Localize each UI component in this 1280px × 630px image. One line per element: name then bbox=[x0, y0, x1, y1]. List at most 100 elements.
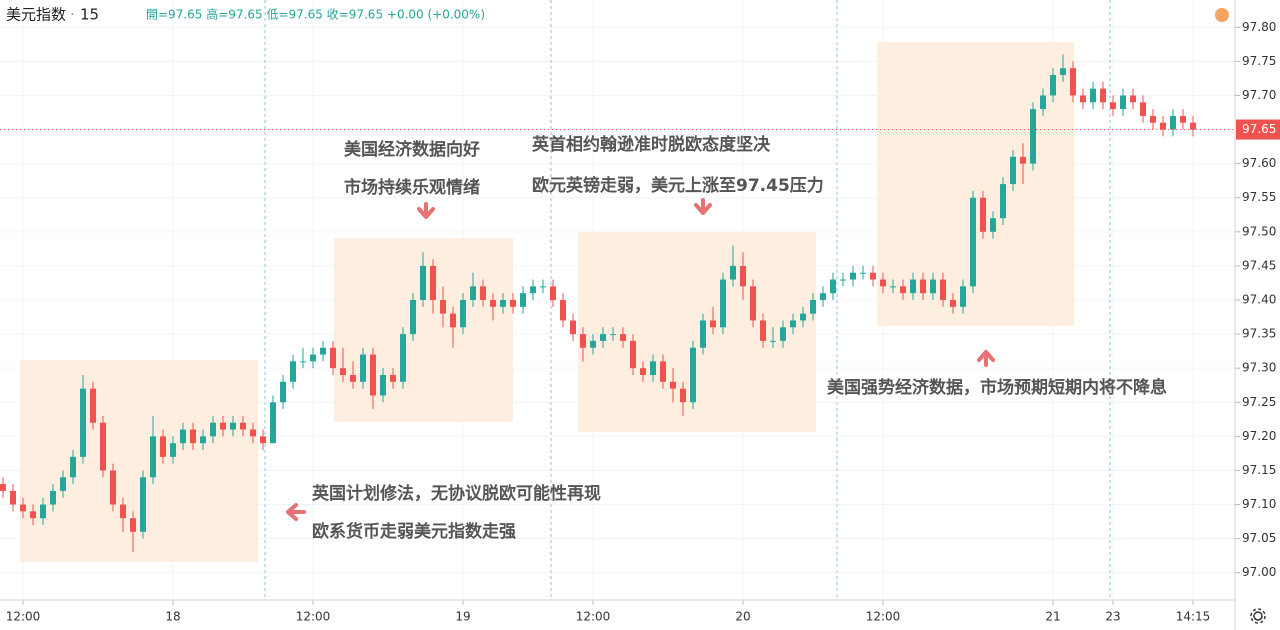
candle-body bbox=[90, 388, 96, 423]
candle-body bbox=[690, 347, 696, 403]
alert-icon[interactable] bbox=[1215, 8, 1229, 22]
candle-body bbox=[760, 320, 766, 341]
candle-body bbox=[440, 300, 446, 314]
candle-body bbox=[950, 300, 956, 307]
candle-body bbox=[460, 300, 466, 328]
candle-body bbox=[220, 422, 226, 430]
candle-body bbox=[860, 272, 866, 274]
y-tick-label: 97.00 bbox=[1242, 565, 1276, 579]
candle-body bbox=[900, 286, 906, 294]
y-tick-label: 97.15 bbox=[1242, 463, 1276, 477]
candle-body bbox=[920, 279, 926, 294]
candle-body bbox=[640, 368, 646, 375]
candle-body bbox=[370, 354, 376, 396]
candle-body bbox=[990, 218, 996, 232]
candle-body bbox=[750, 286, 756, 321]
settings-icon[interactable] bbox=[1250, 608, 1266, 624]
ohlc-legend: 開=97.65 高=97.65 低=97.65 收=97.65 +0.00 (+… bbox=[146, 7, 485, 22]
candle-body bbox=[1040, 95, 1046, 110]
candle-body bbox=[1020, 156, 1026, 164]
candle-body bbox=[190, 429, 196, 444]
interval: 15 bbox=[80, 6, 99, 24]
candle-body bbox=[1160, 122, 1166, 130]
candle-body bbox=[1170, 115, 1176, 130]
candle-body bbox=[550, 286, 556, 300]
candle-body bbox=[30, 511, 36, 519]
candle-body bbox=[530, 286, 536, 294]
symbol: 美元指数 bbox=[6, 6, 66, 24]
candle-body bbox=[980, 197, 986, 232]
y-tick-label: 97.50 bbox=[1242, 224, 1276, 238]
candle-body bbox=[1000, 184, 1006, 219]
annotation-text: 美国经济数据向好 bbox=[344, 139, 480, 160]
candle-body bbox=[1100, 88, 1106, 103]
candle-body bbox=[280, 381, 286, 403]
candle-body bbox=[390, 375, 396, 382]
candle-body bbox=[270, 402, 276, 444]
candle-body bbox=[1190, 122, 1196, 130]
candle-body bbox=[890, 286, 896, 288]
candle-body bbox=[340, 368, 346, 375]
candle-body bbox=[700, 320, 706, 348]
candle-body bbox=[410, 300, 416, 335]
annotation-arrow bbox=[694, 198, 712, 215]
candle-body bbox=[1070, 68, 1076, 96]
candle-body bbox=[1050, 75, 1056, 96]
candle-body bbox=[1010, 156, 1016, 185]
candle-body bbox=[160, 436, 166, 457]
candle-body bbox=[770, 340, 776, 342]
candle-body bbox=[0, 484, 6, 491]
candle-body bbox=[1090, 88, 1096, 103]
separator-dot: · bbox=[70, 6, 75, 24]
y-tick-label: 97.30 bbox=[1242, 361, 1276, 375]
y-tick-label: 97.60 bbox=[1242, 156, 1276, 170]
candle-body bbox=[850, 272, 856, 280]
candle-body bbox=[230, 422, 236, 430]
annotations: 英国计划修法，无协议脱欧可能性再现欧系货币走弱美元指数走强美国经济数据向好市场持… bbox=[286, 134, 1167, 542]
candle-body bbox=[540, 286, 546, 288]
candle-body bbox=[490, 300, 496, 307]
candle-body bbox=[400, 334, 406, 382]
candle-body bbox=[120, 504, 126, 519]
candle-body bbox=[500, 300, 506, 307]
candle-body bbox=[290, 361, 296, 382]
candle-body bbox=[1030, 109, 1036, 164]
candle-body bbox=[260, 436, 266, 444]
candle-body bbox=[1150, 115, 1156, 123]
annotation-box bbox=[20, 360, 258, 562]
y-tick-label: 97.10 bbox=[1242, 497, 1276, 511]
candle-body bbox=[10, 490, 16, 505]
candle-body bbox=[50, 490, 56, 505]
annotation-text: 美国强势经济数据，市场预期短期内将不降息 bbox=[827, 377, 1167, 398]
candle-body bbox=[480, 286, 486, 300]
candle-body bbox=[240, 422, 246, 430]
candle-body bbox=[420, 265, 426, 300]
candle-body bbox=[470, 286, 476, 300]
candle-body bbox=[630, 340, 636, 369]
candle-body bbox=[1110, 102, 1116, 110]
candle-body bbox=[310, 354, 316, 362]
candle-body bbox=[790, 320, 796, 328]
x-tick-label: 23 bbox=[1105, 610, 1120, 624]
candle-body bbox=[780, 327, 786, 341]
candle-body bbox=[800, 313, 806, 321]
candle-body bbox=[670, 381, 676, 389]
candle-body bbox=[450, 313, 456, 328]
candle-body bbox=[110, 470, 116, 505]
annotation-arrow bbox=[417, 202, 435, 219]
last-price-label: 97.65 bbox=[1242, 122, 1276, 136]
x-tick-label: 18 bbox=[165, 610, 180, 624]
candle-body bbox=[810, 300, 816, 314]
y-tick-label: 97.40 bbox=[1242, 293, 1276, 307]
y-tick-label: 97.45 bbox=[1242, 258, 1276, 272]
annotation-boxes bbox=[20, 42, 1074, 562]
candle-body bbox=[1140, 102, 1146, 116]
candle-body bbox=[940, 279, 946, 300]
candle-body bbox=[320, 347, 326, 355]
annotation-text: 欧系货币走弱美元指数走强 bbox=[312, 521, 516, 542]
candle-body bbox=[130, 518, 136, 532]
candle-body bbox=[80, 388, 86, 457]
candle-body bbox=[200, 436, 206, 444]
candle-body bbox=[960, 286, 966, 307]
